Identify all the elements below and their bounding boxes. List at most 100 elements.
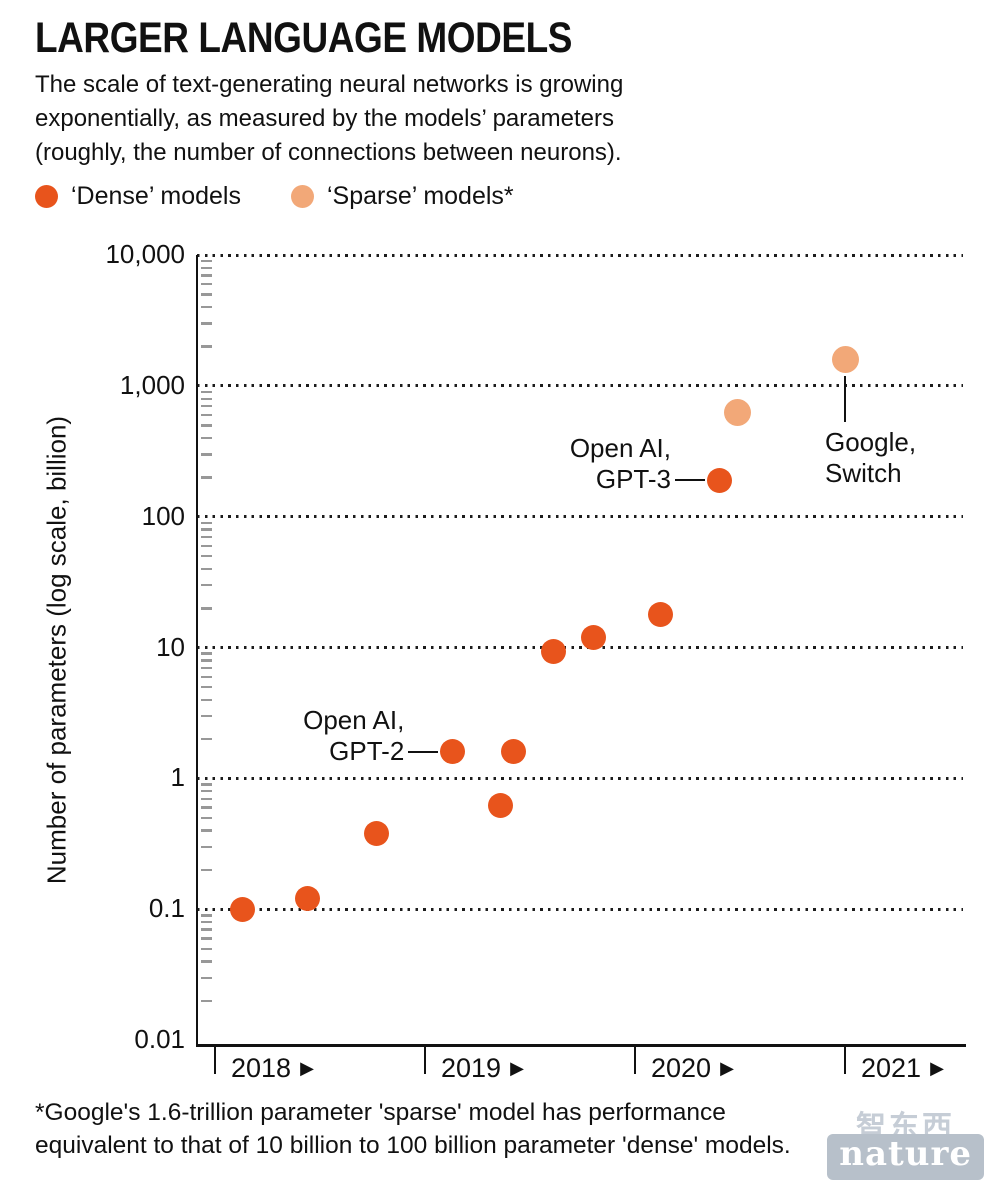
legend-item-dense: ‘Dense’ models (35, 182, 241, 211)
y-minor-tick (201, 999, 212, 1002)
y-minor-tick (201, 960, 212, 963)
y-minor-tick (201, 937, 212, 940)
y-tick-label: 1 (170, 762, 185, 793)
y-minor-tick (201, 274, 212, 277)
y-tick-label: 0.1 (148, 893, 185, 924)
legend-sparse-dot-icon (290, 185, 314, 208)
dense-model-point (706, 467, 732, 493)
y-minor-tick (201, 816, 212, 820)
y-gridline (197, 907, 963, 911)
y-minor-tick (201, 453, 212, 456)
y-tick-label: 10 (156, 631, 185, 662)
annotation-line: Google, (825, 427, 917, 458)
x-axis-tick (633, 1047, 637, 1074)
legend-dense-label: ‘Dense’ models (71, 182, 241, 210)
year-label: 2020 (651, 1053, 712, 1083)
y-gridline (197, 384, 963, 388)
x-axis-tick (843, 1047, 847, 1074)
dense-model-point (540, 638, 566, 664)
y-minor-tick (201, 555, 212, 558)
y-minor-tick (201, 947, 212, 950)
chart-title: LARGER LANGUAGE MODELS (35, 14, 573, 62)
annotation-label: Open AI, GPT-2 (174, 705, 404, 767)
x-tick-label: 2018 ▶ (231, 1053, 314, 1084)
y-minor-tick (201, 259, 212, 263)
annotation-line: GPT-3 (595, 464, 671, 495)
footnote-line: *Google's 1.6-trillion parameter 'sparse… (35, 1099, 726, 1126)
y-minor-tick (201, 675, 212, 678)
year-arrow-icon: ▶ (300, 1058, 314, 1078)
y-gridline (197, 515, 963, 519)
dense-model-point (294, 886, 320, 912)
year-label: 2018 (231, 1053, 292, 1083)
x-axis-line (196, 1044, 966, 1047)
annotation-line: GPT-2 (329, 735, 405, 766)
y-tick-label: 0.01 (134, 1024, 185, 1054)
y-minor-tick (201, 698, 212, 701)
annotation-connector (408, 750, 439, 753)
legend: ‘Dense’ models ‘Sparse’ models* (35, 182, 514, 211)
sparse-model-point (724, 399, 752, 427)
dense-model-point (647, 601, 673, 627)
annotation-connector (844, 376, 846, 423)
dense-model-point (364, 820, 390, 846)
y-minor-tick (201, 413, 212, 417)
y-minor-tick (201, 790, 212, 793)
y-minor-tick (201, 806, 212, 809)
y-minor-tick (201, 976, 212, 979)
y-minor-tick (201, 845, 212, 849)
legend-sparse-label: ‘Sparse’ models* (326, 182, 514, 210)
x-axis-tick (213, 1047, 217, 1074)
y-minor-tick (201, 685, 212, 689)
y-minor-tick (201, 659, 212, 662)
year-arrow-icon: ▶ (720, 1058, 734, 1078)
y-minor-tick (201, 293, 212, 296)
y-minor-tick (201, 829, 212, 832)
nature-logo: nature (839, 1134, 972, 1174)
y-minor-tick (201, 405, 212, 408)
subtitle-line: The scale of text-generating neural netw… (35, 71, 624, 98)
y-minor-tick (201, 797, 212, 800)
annotation-line: Switch (825, 458, 902, 489)
y-axis-line (196, 255, 198, 1047)
y-minor-tick (201, 783, 212, 786)
year-label: 2019 (441, 1053, 502, 1083)
annotation-line: Open AI, (303, 704, 405, 735)
y-minor-tick (201, 868, 212, 872)
x-tick-label: 2021 ▶ (861, 1053, 944, 1084)
y-minor-tick (201, 436, 212, 440)
y-gridline (197, 253, 963, 257)
y-minor-tick (201, 397, 212, 400)
y-minor-tick (201, 322, 212, 325)
y-minor-tick (201, 424, 212, 427)
dense-model-point (500, 739, 526, 765)
y-minor-tick (201, 390, 212, 394)
y-minor-tick (201, 928, 212, 931)
y-minor-tick (201, 652, 212, 655)
dense-model-point (439, 739, 465, 765)
dense-model-point (229, 896, 255, 922)
legend-item-sparse: ‘Sparse’ models* (290, 182, 514, 211)
year-arrow-icon: ▶ (930, 1058, 944, 1078)
y-tick-label: 10,000 (105, 239, 185, 269)
y-minor-tick (201, 714, 212, 718)
y-minor-tick (201, 345, 212, 348)
y-minor-tick (201, 521, 212, 525)
subtitle-line: exponentially, as measured by the models… (35, 105, 614, 132)
subtitle-line: (roughly, the number of connections betw… (35, 139, 622, 166)
y-minor-tick (201, 584, 212, 587)
y-tick-label: 100 (141, 500, 185, 531)
y-minor-tick (201, 528, 212, 531)
y-minor-tick (201, 607, 212, 610)
y-minor-tick (201, 544, 212, 548)
annotation-label: Open AI, GPT-3 (441, 433, 671, 495)
y-minor-tick (201, 283, 212, 286)
year-arrow-icon: ▶ (510, 1058, 524, 1078)
y-minor-tick (201, 306, 212, 309)
footnote-line: equivalent to that of 10 billion to 100 … (35, 1132, 791, 1159)
annotation-line: Open AI, (569, 433, 671, 464)
year-label: 2021 (861, 1053, 922, 1083)
y-minor-tick (201, 476, 212, 479)
